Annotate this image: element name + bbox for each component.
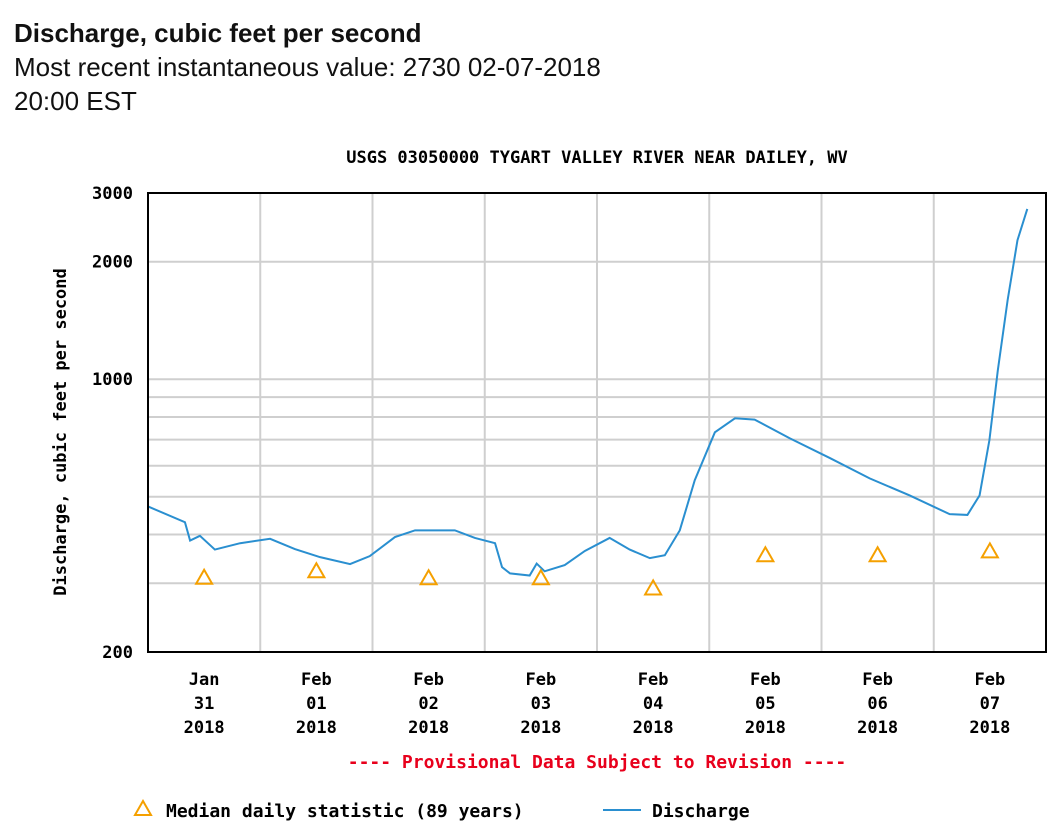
chart-title: USGS 03050000 TYGART VALLEY RIVER NEAR D…: [346, 148, 848, 168]
x-tick-label: 06: [867, 694, 887, 714]
median-triangle-marker: [418, 568, 439, 586]
legend: Median daily statistic (89 years) Discha…: [133, 798, 750, 822]
median-triangle-marker: [980, 541, 1000, 559]
x-tick-label: 2018: [520, 718, 561, 738]
x-tick-label: 2018: [408, 718, 449, 738]
header-subtitle: Most recent instantaneous value: 2730 02…: [14, 52, 601, 116]
x-tick-label: Feb: [301, 670, 332, 690]
x-tick-label: Feb: [413, 670, 444, 690]
median-triangle-marker: [531, 568, 551, 586]
x-tick-labels: Jan 31 2018 Feb 01 2018 Feb 02 2018 Feb 03 2018 Feb 0…: [184, 670, 1011, 738]
legend-median-label: Median daily statistic (89 years): [166, 801, 524, 822]
series: [147, 208, 1029, 596]
plot-frame: [147, 192, 1047, 653]
grid: [148, 192, 1046, 653]
x-tick-label: 04: [643, 694, 663, 714]
chart-header: Discharge, cubic feet per second Most re…: [14, 16, 634, 118]
discharge-line: [147, 208, 1029, 577]
y-tick-label: 2000: [92, 253, 133, 273]
x-tick-label: 2018: [633, 718, 674, 738]
y-tick-labels: 200 1000 2000 3000: [92, 184, 133, 663]
x-tick-label: Feb: [975, 670, 1006, 690]
x-tick-label: 2018: [969, 718, 1010, 738]
legend-triangle-icon: [133, 798, 153, 816]
provisional-footnote: ---- Provisional Data Subject to Revisio…: [348, 752, 847, 773]
y-tick-label: 1000: [92, 370, 133, 390]
x-tick-label: 2018: [296, 718, 337, 738]
x-tick-label: Feb: [638, 670, 669, 690]
x-tick-label: Feb: [862, 670, 893, 690]
y-tick-label: 200: [102, 643, 133, 663]
legend-discharge-label: Discharge: [652, 801, 750, 822]
median-triangle-marker: [643, 578, 663, 596]
x-tick-label: 02: [418, 694, 438, 714]
x-tick-label: 03: [531, 694, 551, 714]
header-title: Discharge, cubic feet per second: [14, 18, 422, 48]
x-tick-label: Feb: [526, 670, 557, 690]
x-tick-label: 01: [306, 694, 326, 714]
x-tick-label: Feb: [750, 670, 781, 690]
median-triangle-marker: [306, 561, 327, 579]
x-tick-label: 07: [980, 694, 1000, 714]
median-triangle-marker: [755, 545, 776, 563]
y-axis-label: Discharge, cubic feet per second: [51, 268, 71, 596]
x-tick-label: 2018: [857, 718, 898, 738]
x-tick-label: 05: [755, 694, 775, 714]
x-tick-label: 2018: [745, 718, 786, 738]
x-tick-label: 2018: [184, 718, 225, 738]
median-triangle-marker: [867, 545, 888, 563]
x-tick-label: 31: [194, 694, 214, 714]
median-triangle-marker: [194, 567, 214, 585]
y-tick-label: 3000: [92, 184, 133, 204]
x-tick-label: Jan: [189, 670, 220, 690]
